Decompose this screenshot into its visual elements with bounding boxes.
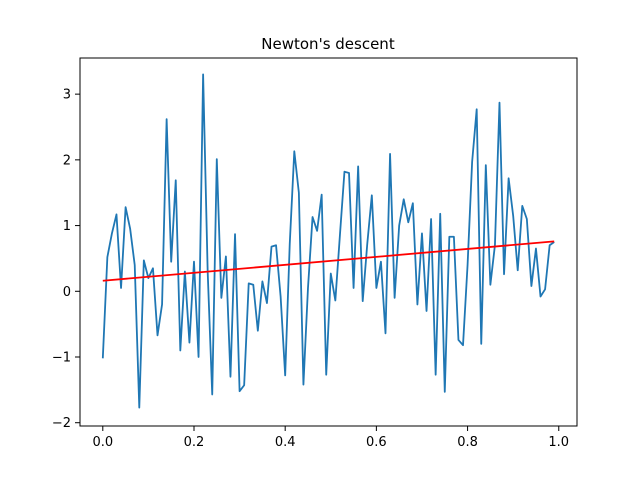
x-tick-label: 0.2 xyxy=(184,435,205,450)
x-tick-label: 0.0 xyxy=(92,435,113,450)
series-line-1 xyxy=(101,73,555,409)
y-tick-label: −2 xyxy=(52,416,71,431)
axes-layer: 0.0 0.2 0.4 0.6 0.8 1.0 −2 −1 0 1 2 3 xyxy=(52,57,578,450)
plot-frame xyxy=(79,57,578,427)
x-tick-label: 1.0 xyxy=(548,435,569,450)
x-tick-label: 0.4 xyxy=(275,435,296,450)
series-line-2 xyxy=(102,240,555,282)
x-tick-label: 0.8 xyxy=(457,435,478,450)
chart-title: Newton's descent xyxy=(261,35,395,53)
x-tick-label: 0.6 xyxy=(366,435,387,450)
y-tick-label: 1 xyxy=(63,219,71,234)
y-tick-label: 2 xyxy=(63,153,71,168)
series-layer xyxy=(101,73,555,409)
y-tick-label: −1 xyxy=(52,351,71,366)
y-tick-label: 0 xyxy=(63,285,71,300)
y-tick-label: 3 xyxy=(63,88,71,103)
